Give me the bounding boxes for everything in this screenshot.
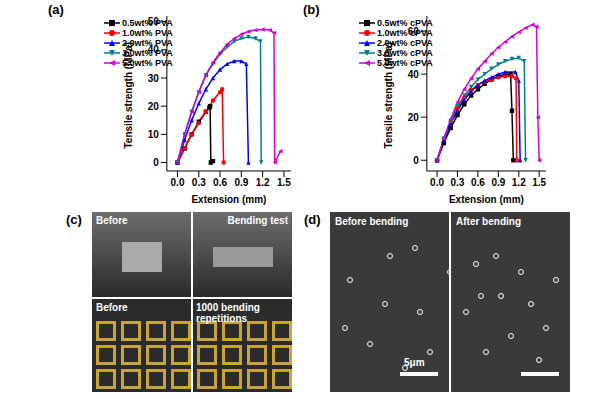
svg-text:50: 50 bbox=[148, 16, 160, 27]
svg-text:10: 10 bbox=[148, 129, 160, 140]
svg-text:Tensile strength (MPa): Tensile strength (MPa) bbox=[383, 42, 394, 149]
svg-text:40: 40 bbox=[408, 69, 420, 80]
svg-text:0.9: 0.9 bbox=[234, 177, 248, 188]
svg-text:Extension (mm): Extension (mm) bbox=[449, 194, 524, 205]
svg-text:0.9: 0.9 bbox=[491, 177, 505, 188]
svg-text:Tensile strength (MPa): Tensile strength (MPa) bbox=[123, 42, 134, 149]
svg-text:60: 60 bbox=[408, 26, 420, 37]
svg-text:30: 30 bbox=[148, 73, 160, 84]
svg-text:20: 20 bbox=[148, 101, 160, 112]
svg-text:0: 0 bbox=[413, 155, 419, 166]
svg-text:40: 40 bbox=[148, 44, 160, 55]
svg-text:1.2: 1.2 bbox=[256, 177, 270, 188]
svg-text:0.0: 0.0 bbox=[171, 177, 185, 188]
svg-text:1.5: 1.5 bbox=[532, 177, 546, 188]
svg-text:1.5: 1.5 bbox=[277, 177, 291, 188]
svg-text:20: 20 bbox=[408, 112, 420, 123]
svg-text:Extension (mm): Extension (mm) bbox=[191, 194, 266, 205]
svg-text:0.6: 0.6 bbox=[213, 177, 227, 188]
svg-text:0: 0 bbox=[153, 157, 159, 168]
svg-text:0.3: 0.3 bbox=[451, 177, 465, 188]
svg-text:0.3: 0.3 bbox=[192, 177, 206, 188]
svg-text:0.6: 0.6 bbox=[471, 177, 485, 188]
svg-text:1.2: 1.2 bbox=[512, 177, 526, 188]
svg-text:0.0: 0.0 bbox=[430, 177, 444, 188]
